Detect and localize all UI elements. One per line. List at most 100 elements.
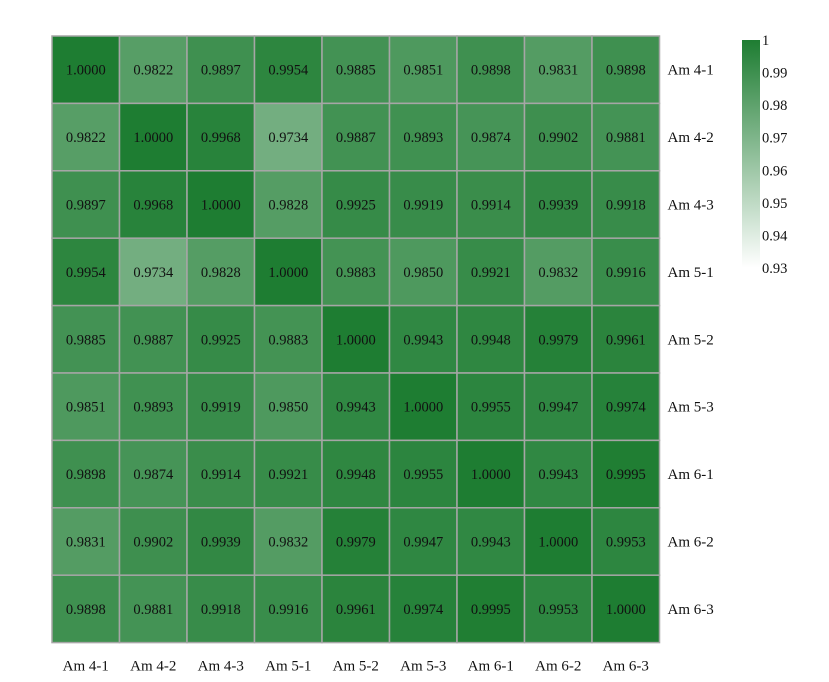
cell-value-label: 0.9881 — [133, 602, 173, 618]
cell-value-label: 0.9822 — [133, 63, 173, 79]
column-label: Am 4-3 — [198, 659, 244, 675]
row-labels: Am 4-1 Am 4-2 Am 4-3 Am 5-1 Am 5-2 Am 5-3 Am 6… — [668, 63, 714, 618]
cell-value-label: 0.9874 — [133, 467, 174, 483]
cell-value-label: 0.9947 — [538, 400, 578, 416]
heatmap-cell — [51, 372, 121, 442]
cell-value-label: 0.9961 — [336, 602, 376, 618]
heatmap-cell — [186, 170, 256, 239]
cell-value-label: 1.0000 — [201, 198, 241, 214]
cell-value-label: 0.9974 — [606, 400, 647, 416]
cell-value-label: 0.9850 — [268, 400, 308, 416]
heatmap-cell — [51, 35, 121, 105]
column-label: Am 6-2 — [535, 659, 581, 675]
heatmap-cell — [186, 372, 256, 442]
heatmap-cell — [591, 170, 661, 239]
cell-value-label: 0.9939 — [201, 535, 241, 551]
column-label: Am 4-2 — [130, 659, 176, 675]
heatmap-cell — [186, 304, 256, 374]
cell-value-label: 0.9995 — [471, 602, 511, 618]
heatmap-cell — [321, 102, 391, 172]
heatmap-cell — [591, 304, 661, 374]
row-label: Am 4-1 — [668, 63, 714, 79]
heatmap-cell — [118, 439, 188, 509]
row-label: Am 6-1 — [668, 467, 714, 483]
legend-tick-label: 0.97 — [762, 131, 787, 147]
heatmap-cell — [523, 372, 593, 442]
cell-value-label: 0.9831 — [538, 63, 578, 79]
heatmap-cell — [456, 439, 526, 509]
cell-value-label: 0.9953 — [538, 602, 578, 618]
heatmap-cell — [321, 439, 391, 509]
cell-value-label: 0.9851 — [66, 400, 106, 416]
cell-value-label: 0.9921 — [268, 467, 308, 483]
heatmap-cell — [321, 372, 391, 442]
heatmap-cell — [186, 507, 256, 576]
cell-value-label: 0.9979 — [538, 332, 578, 348]
cell-value-label: 0.9914 — [201, 467, 242, 483]
heatmap-cell — [523, 35, 593, 105]
column-label: Am 6-1 — [468, 659, 514, 675]
cell-value-label: 0.9921 — [471, 265, 511, 281]
cell-value-label: 0.9918 — [606, 198, 646, 214]
heatmap-cell — [118, 372, 188, 442]
heatmap-cell — [456, 102, 526, 172]
cell-value-label: 0.9832 — [268, 535, 308, 551]
heatmap-cell — [253, 574, 323, 644]
column-label: Am 5-1 — [265, 659, 311, 675]
cell-value-label: 0.9885 — [66, 332, 106, 348]
cell-value-label: 0.9874 — [471, 130, 512, 146]
cell-value-label: 0.9893 — [133, 400, 173, 416]
heatmap-cell — [456, 507, 526, 576]
legend-tick-label: 0.98 — [762, 98, 787, 114]
cell-value-label: 0.9734 — [133, 265, 174, 281]
legend-tick-label: 0.94 — [762, 228, 788, 244]
heatmap-cell — [388, 574, 458, 644]
cell-value-label: 0.9948 — [471, 332, 511, 348]
heatmap-cell-values: 1.0000 0.9822 0.9897 0.9954 0.9885 0.9851 0.98… — [66, 63, 647, 618]
cell-value-label: 0.9887 — [133, 332, 173, 348]
cell-value-label: 0.9902 — [538, 130, 578, 146]
cell-value-label: 0.9897 — [201, 63, 241, 79]
cell-value-label: 1.0000 — [133, 130, 173, 146]
cell-value-label: 0.9919 — [403, 198, 443, 214]
cell-value-label: 1.0000 — [606, 602, 646, 618]
cell-value-label: 0.9883 — [268, 332, 308, 348]
heatmap-cell — [456, 574, 526, 644]
cell-value-label: 0.9961 — [606, 332, 646, 348]
cell-value-label: 0.9955 — [471, 400, 511, 416]
column-label: Am 4-1 — [63, 659, 109, 675]
cell-value-label: 0.9850 — [403, 265, 443, 281]
cell-value-label: 0.9943 — [403, 332, 443, 348]
heatmap-cell — [253, 237, 323, 307]
heatmap-cell — [51, 102, 121, 172]
heatmap-cell — [591, 574, 661, 644]
row-label: Am 5-1 — [668, 265, 714, 281]
cell-value-label: 0.9954 — [268, 63, 309, 79]
cell-value-label: 0.9919 — [201, 400, 241, 416]
cell-value-label: 0.9916 — [268, 602, 308, 618]
cell-value-label: 0.9887 — [336, 130, 376, 146]
cell-value-label: 0.9943 — [471, 535, 511, 551]
cell-value-label: 0.9948 — [336, 467, 376, 483]
legend-tick-label: 0.93 — [762, 261, 787, 277]
cell-value-label: 0.9902 — [133, 535, 173, 551]
cell-value-label: 0.9734 — [268, 130, 309, 146]
row-label: Am 4-3 — [668, 198, 714, 214]
cell-value-label: 0.9828 — [201, 265, 241, 281]
cell-value-label: 0.9831 — [66, 535, 106, 551]
heatmap-cell — [523, 102, 593, 172]
heatmap-cell — [51, 574, 121, 644]
heatmap-cell — [118, 35, 188, 105]
column-labels: Am 4-1 Am 4-2 Am 4-3 Am 5-1 Am 5-2 Am 5-3 Am 6… — [63, 659, 649, 675]
heatmap-cell — [51, 507, 121, 576]
row-label: Am 4-2 — [668, 130, 714, 146]
cell-value-label: 0.9979 — [336, 535, 376, 551]
cell-value-label: 0.9914 — [471, 198, 512, 214]
cell-value-label: 0.9897 — [66, 198, 106, 214]
heatmap-cell — [591, 237, 661, 307]
cell-value-label: 0.9968 — [201, 130, 241, 146]
column-label: Am 5-2 — [333, 659, 379, 675]
heatmap-cell — [456, 304, 526, 374]
heatmap-cell — [51, 304, 121, 374]
color-legend-bar — [742, 40, 760, 268]
